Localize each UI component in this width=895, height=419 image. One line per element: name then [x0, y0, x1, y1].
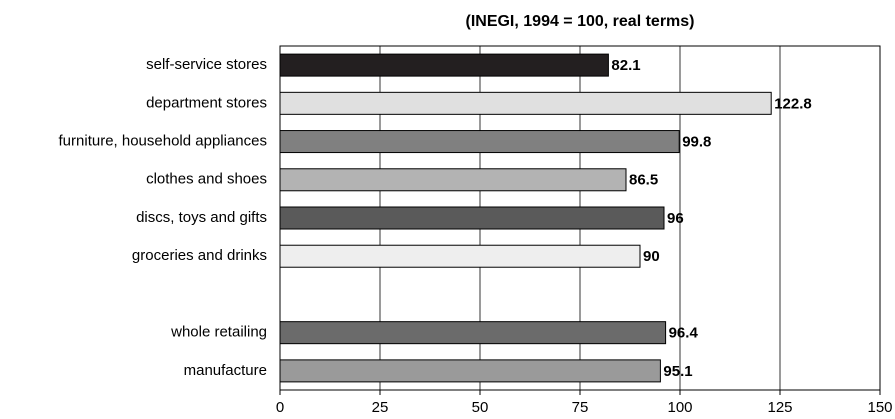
value-label: 96.4 — [669, 325, 699, 342]
bar — [279, 206, 665, 230]
bar — [279, 91, 772, 115]
bar — [279, 359, 661, 383]
x-tick-label: 100 — [667, 399, 692, 416]
x-tick-label: 0 — [276, 399, 284, 416]
value-label: 86.5 — [629, 172, 658, 189]
x-tick-label: 25 — [372, 399, 389, 416]
bar — [279, 168, 627, 192]
bar — [279, 130, 680, 154]
value-label: 82.1 — [611, 57, 640, 74]
x-tick-label: 50 — [472, 399, 489, 416]
bar — [279, 321, 667, 345]
y-tick-label: department stores — [146, 94, 267, 111]
x-tick-label: 75 — [572, 399, 589, 416]
value-label: 95.1 — [663, 363, 692, 380]
x-tick-label: 150 — [867, 399, 892, 416]
value-label: 96 — [667, 210, 684, 227]
y-tick-label: self-service stores — [146, 56, 267, 73]
y-tick-label: whole retailing — [170, 324, 267, 341]
value-label: 122.8 — [774, 95, 812, 112]
bar — [279, 244, 641, 268]
y-tick-label: clothes and shoes — [146, 171, 267, 188]
y-tick-label: groceries and drinks — [132, 247, 267, 264]
value-label: 90 — [643, 248, 660, 265]
chart-title: (INEGI, 1994 = 100, real terms) — [465, 13, 694, 30]
y-tick-label: furniture, household appliances — [59, 133, 267, 150]
bar — [279, 53, 609, 77]
x-tick-label: 125 — [767, 399, 792, 416]
y-tick-label: discs, toys and gifts — [136, 209, 267, 226]
value-label: 99.8 — [682, 134, 711, 151]
y-tick-label: manufacture — [184, 362, 267, 379]
